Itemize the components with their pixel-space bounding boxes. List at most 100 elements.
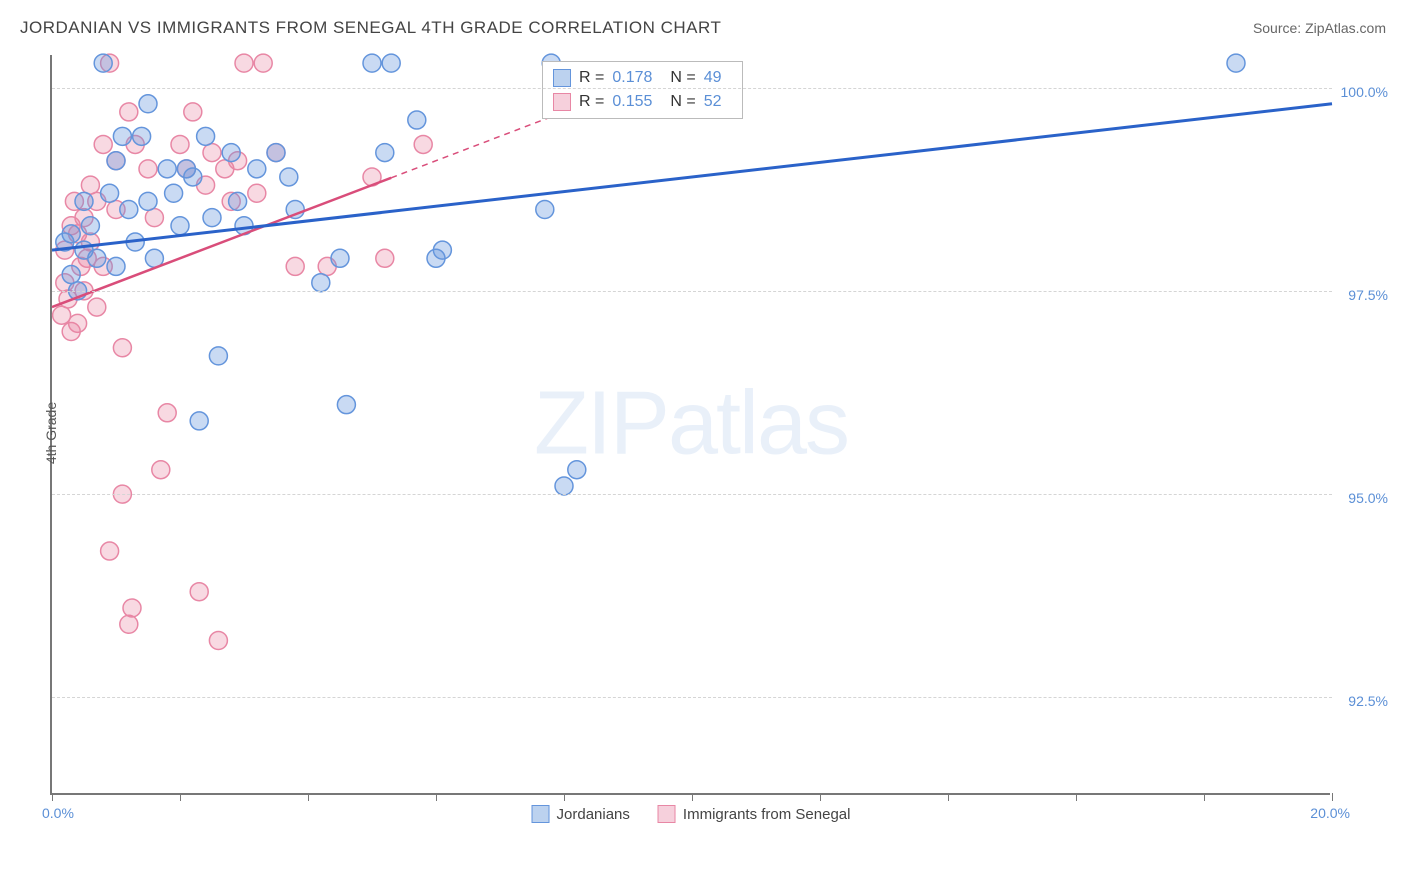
data-point (120, 615, 138, 633)
data-point (107, 257, 125, 275)
stats-row-senegal: R = 0.155 N = 52 (553, 90, 732, 114)
data-point (248, 184, 266, 202)
data-point (555, 477, 573, 495)
data-point (248, 160, 266, 178)
stats-legend: R = 0.178 N = 49 R = 0.155 N = 52 (542, 61, 743, 119)
data-point (414, 135, 432, 153)
plot-area: ZIPatlas R = 0.178 N = 49 R = 0.155 N = … (50, 55, 1330, 795)
data-point (123, 599, 141, 617)
data-point (107, 152, 125, 170)
gridline (52, 291, 1332, 292)
n-label: N = (670, 90, 695, 114)
n-value-senegal: 52 (704, 90, 722, 114)
y-axis-label: 4th Grade (43, 402, 59, 464)
r-value-jordanians: 0.178 (612, 66, 652, 90)
gridline (52, 88, 1332, 89)
n-value-jordanians: 49 (704, 66, 722, 90)
y-tick-label: 100.0% (1333, 84, 1388, 100)
data-point (171, 135, 189, 153)
data-point (53, 306, 71, 324)
data-point (229, 192, 247, 210)
swatch-jordanians (553, 69, 571, 87)
data-point (69, 314, 87, 332)
gridline (52, 494, 1332, 495)
plot-svg (52, 55, 1332, 795)
data-point (101, 184, 119, 202)
x-tick (52, 793, 53, 801)
x-tick (564, 793, 565, 801)
data-point (536, 201, 554, 219)
data-point (331, 249, 349, 267)
legend-item-senegal: Immigrants from Senegal (658, 805, 851, 823)
data-point (184, 168, 202, 186)
source-value: ZipAtlas.com (1305, 20, 1386, 36)
x-tick (1204, 793, 1205, 801)
x-tick (692, 793, 693, 801)
y-tick-label: 97.5% (1333, 287, 1388, 303)
data-point (88, 249, 106, 267)
r-label: R = (579, 90, 604, 114)
legend-label-jordanians: Jordanians (557, 806, 630, 823)
x-tick (436, 793, 437, 801)
data-point (158, 404, 176, 422)
x-tick-label-start: 0.0% (42, 805, 74, 821)
data-point (113, 339, 131, 357)
y-tick-label: 95.0% (1333, 490, 1388, 506)
data-point (337, 396, 355, 414)
data-point (101, 542, 119, 560)
data-point (139, 160, 157, 178)
chart-header: JORDANIAN VS IMMIGRANTS FROM SENEGAL 4TH… (0, 0, 1406, 46)
x-tick (180, 793, 181, 801)
x-tick (948, 793, 949, 801)
data-point (120, 201, 138, 219)
data-point (222, 144, 240, 162)
data-point (568, 461, 586, 479)
data-point (88, 298, 106, 316)
swatch-senegal-bottom (658, 805, 676, 823)
data-point (408, 111, 426, 129)
data-point (139, 192, 157, 210)
data-point (94, 135, 112, 153)
data-point (376, 144, 394, 162)
n-label: N = (670, 66, 695, 90)
data-point (209, 347, 227, 365)
data-point (120, 103, 138, 121)
data-point (197, 127, 215, 145)
data-point (113, 127, 131, 145)
data-point (171, 217, 189, 235)
swatch-jordanians-bottom (532, 805, 550, 823)
data-point (62, 225, 80, 243)
data-point (145, 209, 163, 227)
data-point (81, 176, 99, 194)
bottom-legend: Jordanians Immigrants from Senegal (532, 805, 851, 823)
data-point (254, 54, 272, 72)
x-tick (1332, 793, 1333, 801)
x-tick (308, 793, 309, 801)
data-point (1227, 54, 1245, 72)
data-point (363, 54, 381, 72)
data-point (190, 412, 208, 430)
x-tick (1076, 793, 1077, 801)
chart-container: ZIPatlas R = 0.178 N = 49 R = 0.155 N = … (50, 55, 1385, 825)
data-point (312, 274, 330, 292)
gridline (52, 697, 1332, 698)
data-point (165, 184, 183, 202)
chart-title: JORDANIAN VS IMMIGRANTS FROM SENEGAL 4TH… (20, 18, 721, 38)
data-point (184, 103, 202, 121)
data-point (75, 192, 93, 210)
data-point (133, 127, 151, 145)
data-point (203, 144, 221, 162)
r-label: R = (579, 66, 604, 90)
x-tick (820, 793, 821, 801)
data-point (190, 583, 208, 601)
data-point (81, 217, 99, 235)
data-point (203, 209, 221, 227)
data-point (158, 160, 176, 178)
trend-line (52, 104, 1332, 250)
legend-item-jordanians: Jordanians (532, 805, 630, 823)
data-point (382, 54, 400, 72)
source-attribution: Source: ZipAtlas.com (1253, 20, 1386, 36)
data-point (376, 249, 394, 267)
stats-row-jordanians: R = 0.178 N = 49 (553, 66, 732, 90)
data-point (433, 241, 451, 259)
